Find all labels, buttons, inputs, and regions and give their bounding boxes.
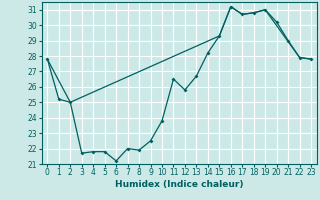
X-axis label: Humidex (Indice chaleur): Humidex (Indice chaleur) (115, 180, 244, 189)
